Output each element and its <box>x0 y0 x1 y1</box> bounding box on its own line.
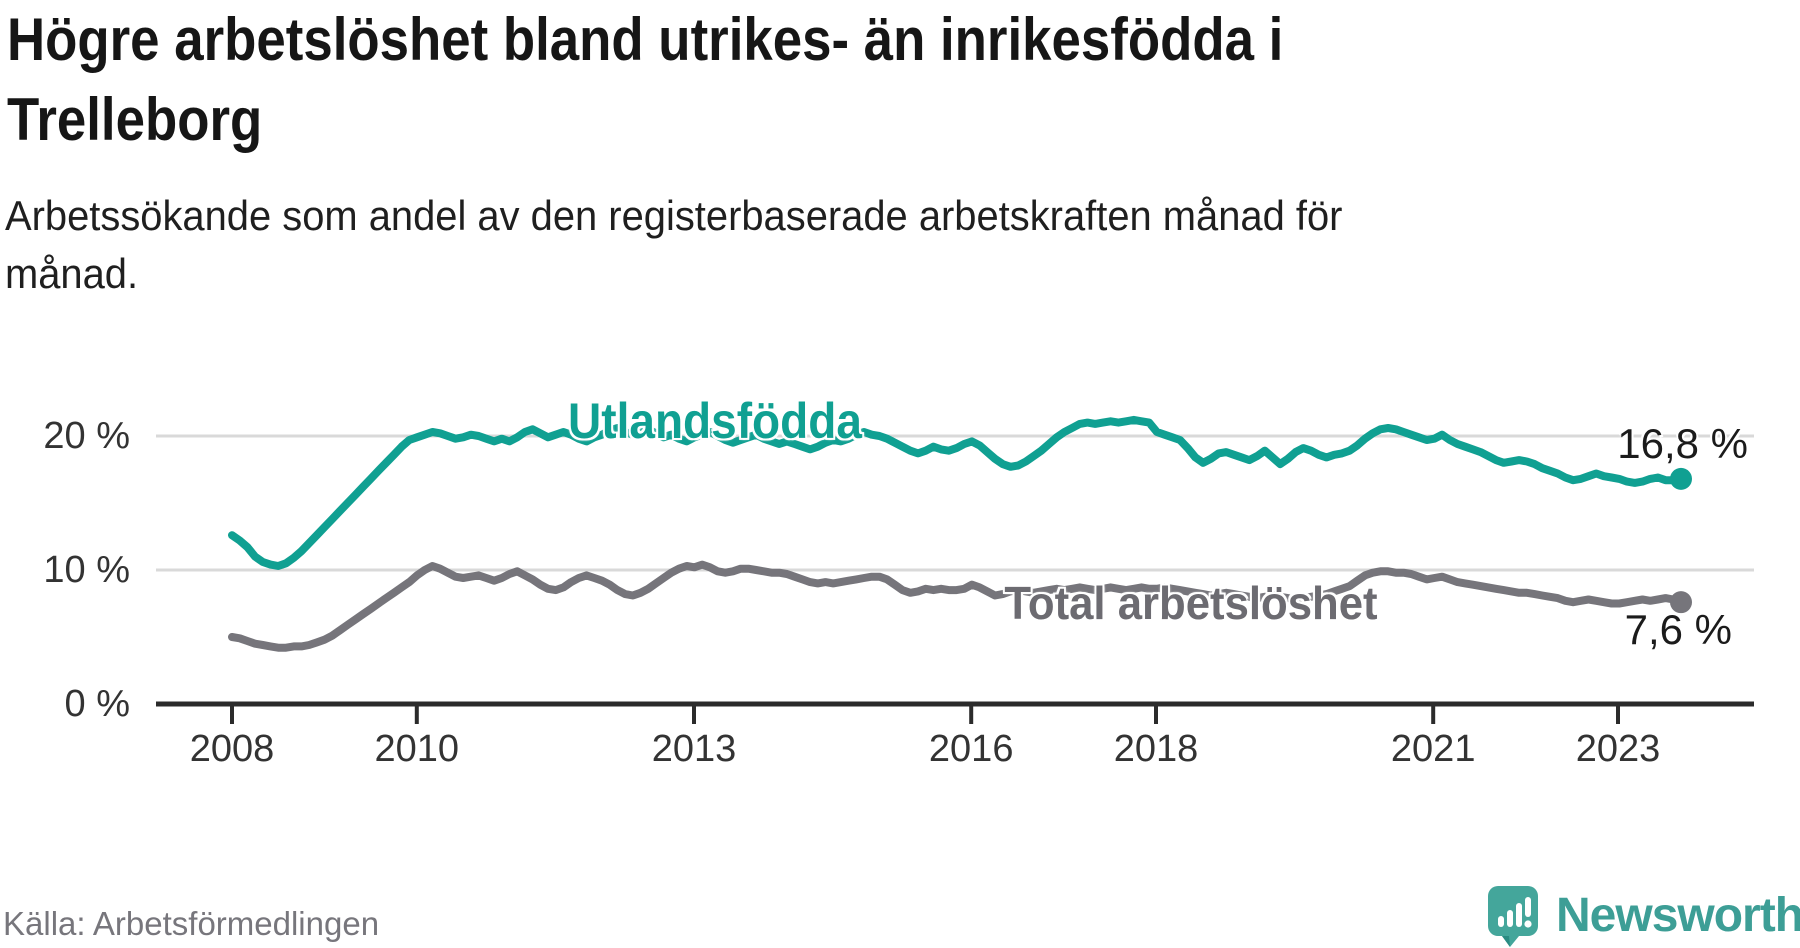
end-value-total: 7,6 % <box>1624 606 1732 653</box>
series-line <box>228 415 1685 570</box>
series-end-dot <box>1670 591 1692 614</box>
end-value-utlandsfodda: 16,8 % <box>1617 420 1748 467</box>
x-axis-label: 2016 <box>928 728 1014 770</box>
y-axis-label: 0 % <box>64 683 130 725</box>
series-label-total-arbetsloshet: Total arbetslöshet <box>1004 577 1378 629</box>
x-axis-label: 2018 <box>1113 728 1199 770</box>
newsworthy-logo-icon[interactable] <box>1488 886 1542 948</box>
x-axis-label: 2008 <box>189 728 275 770</box>
series-line <box>228 560 1685 652</box>
series-label-utlandsfodda: Utlandsfödda <box>568 393 862 449</box>
newsworthy-logo-text[interactable]: Newsworthy <box>1556 889 1800 942</box>
y-axis-label: 10 % <box>43 549 130 591</box>
x-axis-label: 2023 <box>1575 728 1661 770</box>
title-line-1: Högre arbetslöshet bland utrikes- än inr… <box>7 6 1284 73</box>
subtitle-line-2: månad. <box>5 250 139 297</box>
page-title: Högre arbetslöshet bland utrikes- än inr… <box>7 0 1283 160</box>
title-line-2: Trelleborg <box>7 86 263 153</box>
series-end-dot <box>1670 467 1692 490</box>
y-axis-label: 20 % <box>43 415 130 457</box>
x-axis-label: 2021 <box>1390 728 1476 770</box>
source-attribution: Källa: Arbetsförmedlingen <box>3 905 380 942</box>
chart-subtitle: Arbetssökande som andel av den registerb… <box>5 187 1342 303</box>
x-axis-label: 2010 <box>374 728 460 770</box>
x-axis-label: 2013 <box>651 728 737 770</box>
subtitle-line-1: Arbetssökande som andel av den registerb… <box>5 192 1343 239</box>
